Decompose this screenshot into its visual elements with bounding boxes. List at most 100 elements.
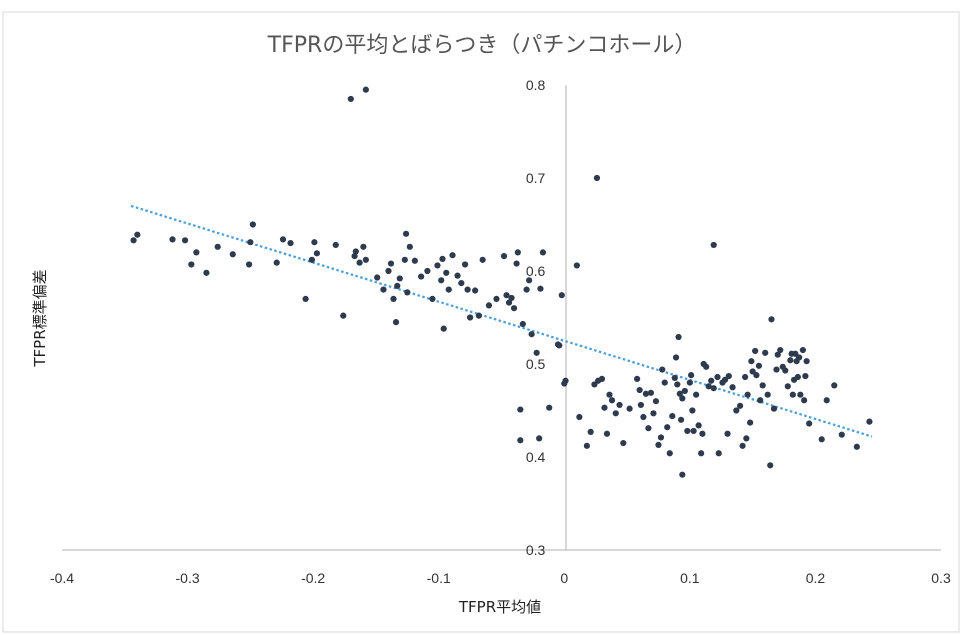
scatter-point	[676, 390, 683, 397]
scatter-point	[794, 373, 801, 381]
scatter-point	[759, 382, 766, 389]
x-tick-labels: -0.4 -0.3 -0.2 -0.1 0 0.1 0.2 0.3	[50, 570, 951, 586]
scatter-point	[608, 397, 616, 404]
scatter-point	[715, 450, 722, 457]
scatter-point	[782, 367, 789, 374]
scatter-point	[351, 253, 358, 260]
scatter-point	[652, 398, 660, 405]
scatter-point	[743, 435, 750, 442]
scatter-point	[475, 312, 482, 319]
scatter-point	[684, 427, 691, 435]
scatter-point	[508, 294, 515, 302]
scatter-point	[690, 427, 697, 435]
scatter-point	[519, 320, 526, 328]
scatter-point	[528, 331, 535, 338]
y-tick-labels: 0.3 0.4 0.5 0.6 0.7 0.8	[526, 77, 546, 558]
scatter-point	[708, 377, 715, 384]
scatter-point	[752, 347, 759, 355]
scatter-point	[505, 299, 513, 306]
scatter-point	[558, 292, 565, 299]
scatter-point	[404, 289, 411, 296]
scatter-point	[698, 450, 705, 457]
y-tick-label: 0.7	[526, 170, 546, 186]
scatter-point	[352, 248, 359, 255]
scatter-point	[406, 243, 413, 250]
scatter-point	[479, 256, 486, 263]
scatter-point	[774, 351, 781, 358]
scatter-point	[768, 316, 775, 323]
scatter-point	[838, 431, 845, 438]
scatter-point	[789, 391, 796, 398]
scatter-point	[655, 441, 662, 449]
scatter-point	[725, 372, 732, 380]
scatter-point	[461, 261, 469, 268]
trendline-group	[130, 204, 873, 438]
scatter-point	[747, 419, 754, 426]
axes	[62, 85, 941, 551]
scatter-point	[647, 389, 655, 396]
scatter-point	[576, 413, 583, 421]
scatter-point	[340, 312, 347, 319]
scatter-point	[671, 374, 678, 382]
scatter-point	[392, 319, 400, 326]
scatter-point	[458, 279, 465, 287]
scatter-point	[661, 379, 668, 386]
scatter-point	[714, 373, 721, 381]
scatter-point	[703, 363, 710, 370]
scatter-point	[385, 267, 392, 275]
scatter-point	[533, 349, 540, 356]
scatter-point	[797, 391, 804, 398]
scatter-point	[514, 249, 521, 256]
scatter-point	[699, 430, 706, 437]
scatter-point	[434, 262, 441, 269]
chart-border	[2, 11, 960, 633]
scatter-point	[394, 282, 401, 289]
scatter-point	[757, 397, 764, 404]
scatter-point	[799, 346, 806, 354]
y-tick-label: 0.3	[526, 542, 546, 558]
scatter-point	[247, 239, 254, 246]
scatter-point	[634, 375, 641, 382]
scatter-point	[332, 241, 339, 249]
scatter-point	[467, 314, 474, 321]
scatter-point	[681, 387, 688, 395]
scatter-point	[411, 257, 418, 264]
scatter-point	[573, 262, 580, 269]
scatter-point	[362, 86, 369, 93]
y-tick-label: 0.5	[526, 356, 546, 372]
scatter-point	[666, 450, 673, 457]
scatter-point	[601, 404, 608, 411]
scatter-point	[739, 442, 746, 449]
scatter-point	[796, 354, 803, 361]
scatter-point	[787, 357, 794, 364]
scatter-point	[424, 267, 431, 275]
scatter-point	[620, 439, 627, 447]
scatter-point	[695, 422, 702, 429]
scatter-point	[313, 250, 321, 257]
scatter-point	[806, 420, 813, 427]
scatter-point	[664, 424, 671, 431]
scatter-point	[246, 261, 253, 268]
scatter-point	[445, 286, 452, 293]
scatter-point	[672, 354, 680, 361]
scatter-point	[396, 275, 403, 282]
y-tick-label: 0.4	[526, 449, 546, 465]
scatter-point	[770, 405, 778, 412]
x-tick-label: 0.1	[680, 570, 700, 586]
scatter-point	[736, 402, 744, 409]
scatter-point	[454, 272, 461, 279]
scatter-point	[705, 383, 712, 390]
x-tick-label: -0.2	[301, 570, 325, 586]
scatter-point	[729, 384, 736, 391]
scatter-point	[689, 407, 696, 414]
scatter-point	[374, 274, 381, 281]
scatter-point	[724, 430, 731, 437]
scatter-point	[853, 443, 860, 450]
x-tick-label: -0.3	[176, 570, 200, 586]
y-axis-label: TFPR標準偏差	[31, 269, 49, 367]
scatter-point	[438, 277, 445, 284]
scatter-point	[640, 413, 647, 421]
scatter-point	[249, 221, 256, 228]
scatter-point	[214, 243, 221, 250]
y-tick-label: 0.8	[526, 77, 546, 93]
